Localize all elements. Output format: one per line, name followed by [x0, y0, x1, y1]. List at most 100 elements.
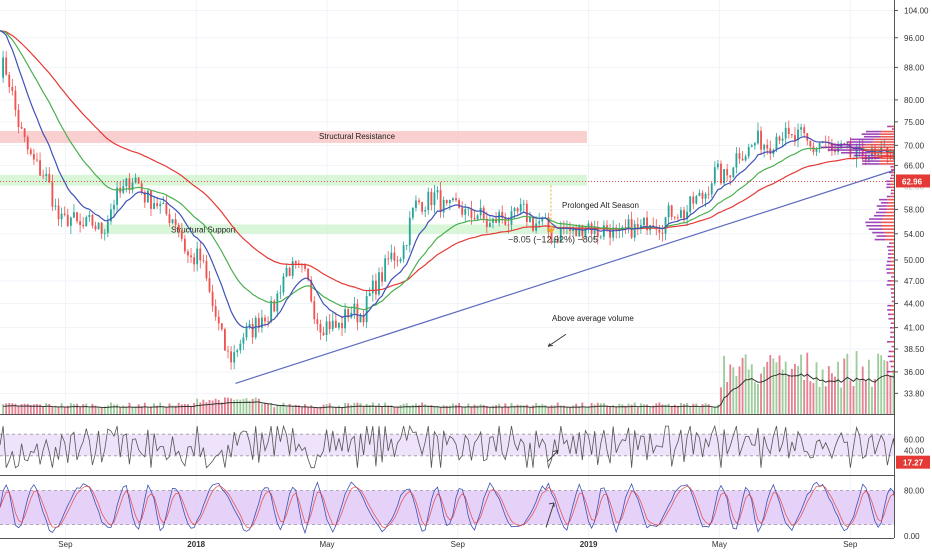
candle-body	[285, 267, 288, 277]
candle-body	[470, 208, 473, 218]
candle-body	[310, 279, 313, 302]
volume-bar	[371, 402, 374, 414]
profile-bar	[893, 128, 894, 130]
candle-body	[171, 219, 174, 223]
volume-bar	[199, 402, 202, 414]
candle-body	[110, 209, 112, 222]
volume-bar	[778, 355, 781, 414]
support-label: Structural Support	[171, 225, 236, 234]
candle-body	[396, 260, 399, 262]
price-tick-label: 75.00	[904, 118, 925, 127]
rsi-tick-label: 40.00	[904, 446, 925, 455]
volume-bar	[338, 405, 340, 414]
candle-body	[713, 167, 716, 184]
volume-bar	[609, 406, 611, 414]
profile-bar	[892, 288, 894, 290]
candle-body	[427, 191, 430, 211]
volume-bar	[877, 353, 880, 414]
price-tick-label: 44.00	[904, 300, 925, 309]
candle-body	[245, 326, 248, 338]
stoch-axis[interactable]: 80.00 0.00	[904, 486, 925, 541]
volume-bar	[713, 407, 716, 414]
profile-bar	[890, 309, 894, 311]
volume-bar	[535, 402, 538, 414]
candle-body	[381, 272, 383, 282]
volume-bar	[307, 407, 310, 414]
candle-body	[652, 225, 655, 227]
volume-bar	[467, 403, 470, 414]
volume-bar	[8, 402, 11, 414]
volume-bar	[723, 355, 725, 414]
candle-body	[66, 214, 69, 226]
candle-body	[612, 227, 615, 238]
candle-body	[54, 205, 57, 207]
profile-bar	[885, 211, 894, 214]
trendline[interactable]	[235, 136, 932, 384]
volume-bar	[76, 403, 78, 414]
profile-bar	[887, 309, 891, 311]
candle-body	[643, 217, 645, 225]
profile-bar	[880, 202, 889, 204]
volume-bar	[840, 387, 843, 414]
candle-body	[461, 207, 464, 215]
profile-bar	[887, 253, 892, 255]
price-axis[interactable]: 104.00 96.00 88.00 80.00 75.00 70.00 66.00 58.0…	[894, 6, 930, 398]
profile-bar	[891, 296, 893, 298]
profile-bar	[886, 180, 891, 183]
volume-bar	[32, 404, 35, 414]
price-tick-label: 96.00	[904, 34, 925, 43]
profile-bar	[886, 340, 891, 343]
profile-bar	[892, 331, 894, 334]
profile-bar	[890, 192, 893, 195]
volume-bar	[516, 404, 519, 414]
candle-body	[716, 163, 719, 168]
volume-bar	[590, 403, 593, 414]
candle-body	[815, 148, 818, 152]
candle-body	[636, 224, 639, 229]
candle-body	[421, 202, 424, 212]
volume-bar	[291, 406, 294, 414]
time-axis[interactable]: Sep2018MaySep2019MaySep2020MaySep2021May	[58, 540, 932, 549]
candle-body	[701, 192, 704, 199]
candle-body	[297, 263, 300, 265]
candle-body	[193, 257, 196, 265]
volume-bar	[630, 404, 633, 414]
volume-bar	[393, 407, 396, 414]
volume-bar	[633, 402, 636, 414]
candle-body	[331, 320, 334, 330]
candle-body	[334, 320, 337, 328]
ma-red-line	[0, 30, 932, 292]
volume-bar	[384, 402, 387, 414]
volume-bar	[26, 403, 29, 414]
profile-bar	[886, 183, 891, 186]
candle-body	[307, 268, 310, 280]
price-tick-label: 88.00	[904, 63, 925, 72]
volume-bar	[282, 402, 285, 414]
profile-bar	[888, 202, 894, 204]
volume-bar	[676, 405, 679, 414]
profile-bar	[876, 205, 887, 207]
volume-bar	[153, 403, 155, 414]
profile-bar	[890, 260, 894, 263]
candle-body	[257, 318, 260, 328]
volume-bar	[492, 405, 494, 414]
candle-body	[227, 350, 229, 352]
candle-body	[452, 198, 454, 200]
time-tick-label: May	[319, 540, 334, 549]
candle-body	[738, 153, 741, 159]
volume-bar	[165, 407, 168, 414]
volume-bar	[572, 405, 575, 414]
profile-bar	[892, 165, 894, 168]
candle-body	[695, 196, 698, 204]
profile-bar	[886, 268, 891, 270]
volume-bar	[79, 407, 82, 414]
candle-body	[291, 261, 294, 276]
profile-bar	[892, 365, 894, 368]
volume-bar	[547, 407, 550, 414]
candle-body	[769, 148, 772, 154]
candle-body	[137, 177, 140, 184]
candle-body	[479, 207, 482, 216]
